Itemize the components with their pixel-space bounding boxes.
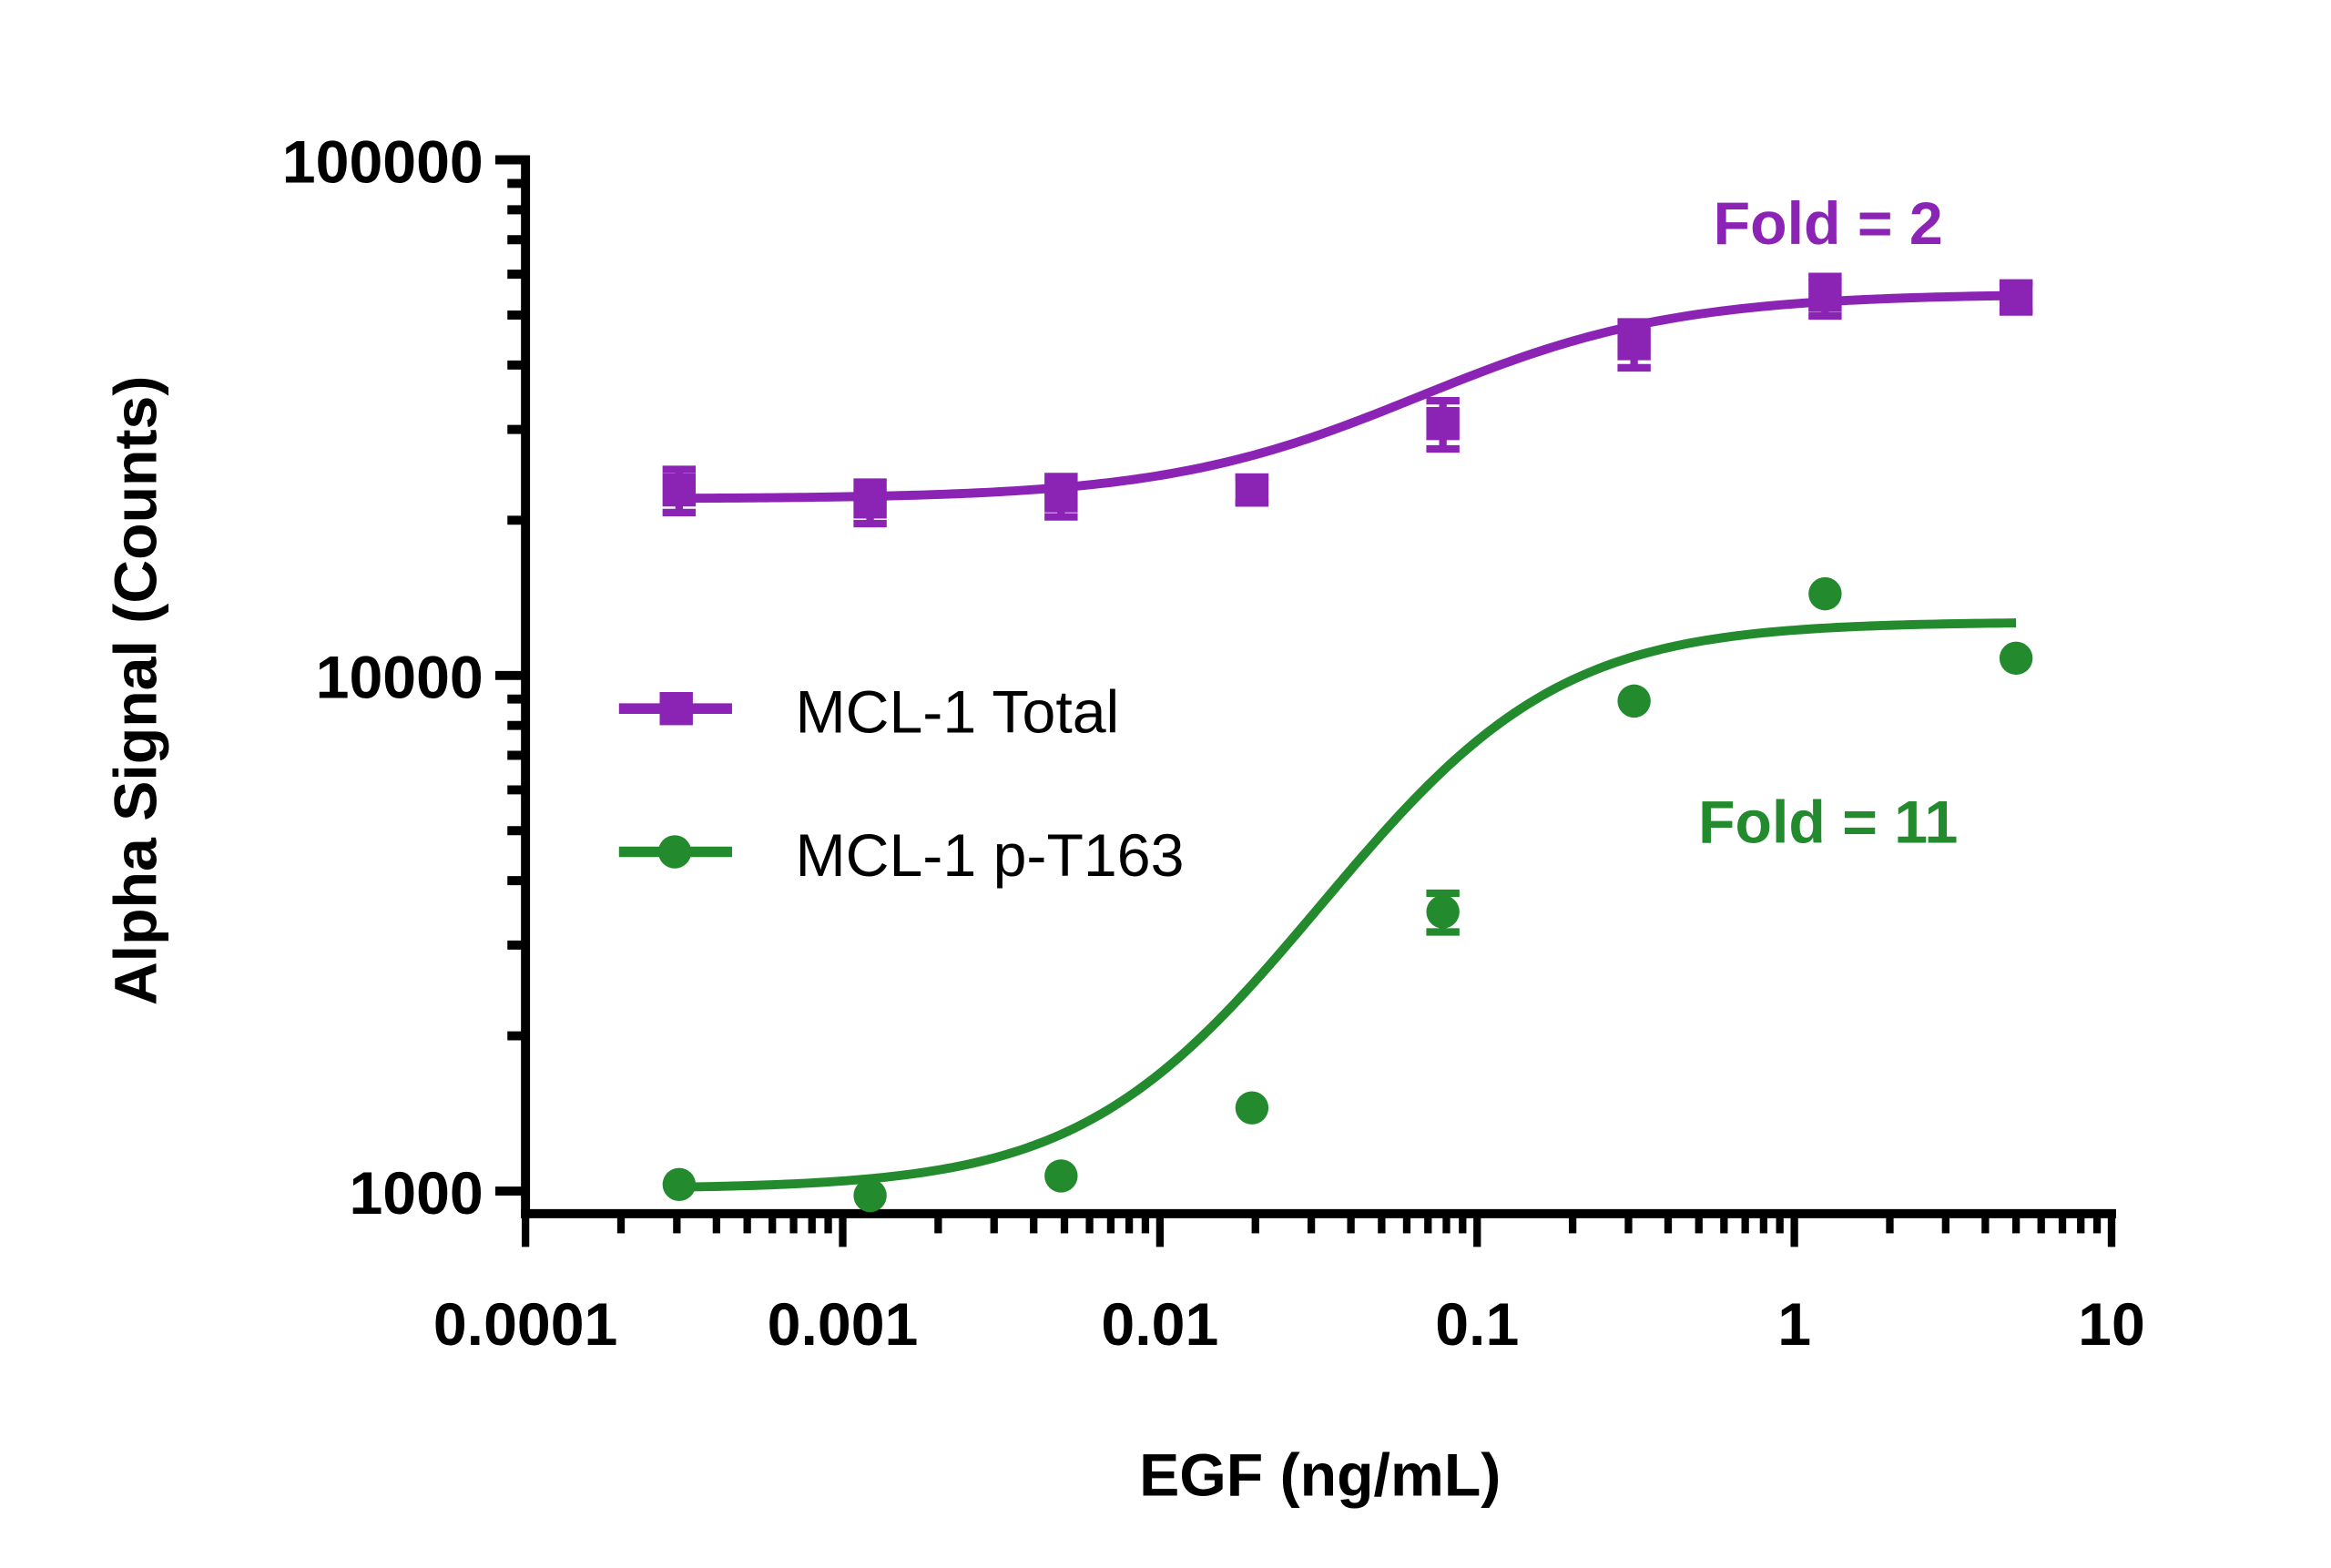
data-point-mcl1-pt163 [662,1167,697,1202]
data-point-mcl1-total [1426,406,1460,441]
fit-curve-mcl1-total [678,290,2017,504]
x-axis-title: EGF (ng/mL) [1139,1442,1501,1510]
x-tick-label: 0.1 [1435,1291,1519,1359]
fit-curves [678,290,2017,1192]
legend-label-mcl1-total: MCL-1 Total [796,679,1120,747]
annotation-fold-total: Fold = 2 [1714,190,1943,258]
data-point-mcl1-total [1999,280,2033,314]
data-point-mcl1-pt163 [1426,895,1460,929]
x-tick-label: 10 [2078,1291,2145,1359]
data-point-mcl1-pt163 [1617,684,1651,718]
data-point-mcl1-total [1044,479,1078,513]
legend-item-mcl1-total: MCL-1 Total [618,679,1120,747]
legend-circle-marker [657,835,692,869]
data-points [662,272,2033,1213]
data-point-mcl1-total [662,473,697,507]
data-point-mcl1-total [853,485,887,519]
x-tick-label: 1 [1777,1291,1811,1359]
y-tick-label: 10000 [316,645,484,712]
legend: MCL-1 Total MCL-1 p-T163 [618,679,1185,890]
annotation-fold-phospho: Fold = 11 [1698,789,1958,857]
data-point-mcl1-pt163 [1999,641,2033,676]
data-point-mcl1-total [1808,279,1842,312]
y-tick-label: 100000 [282,128,484,196]
x-tick-label: 0.0001 [433,1291,618,1359]
x-tick-label: 0.01 [1101,1291,1218,1359]
legend-label-mcl1-pt163: MCL-1 p-T163 [796,822,1185,890]
y-tick-label: 1000 [349,1160,483,1227]
legend-item-mcl1-pt163: MCL-1 p-T163 [618,822,1185,890]
x-tick-label: 0.001 [768,1291,919,1359]
fit-curve-mcl1-pt163 [678,618,2017,1192]
legend-square-marker [659,691,693,726]
data-point-mcl1-total [1617,327,1651,361]
data-point-mcl1-pt163 [1044,1159,1078,1193]
data-point-mcl1-pt163 [1235,1091,1269,1125]
y-axis-title: Alpha Signal (Counts) [102,376,169,1006]
axes: 1000 10000 100000 0.0001 0.001 0.01 0.1 1 10 [282,128,2145,1359]
data-point-mcl1-total [1235,473,1269,507]
data-point-mcl1-pt163 [1808,576,1842,611]
data-point-mcl1-pt163 [853,1178,887,1213]
